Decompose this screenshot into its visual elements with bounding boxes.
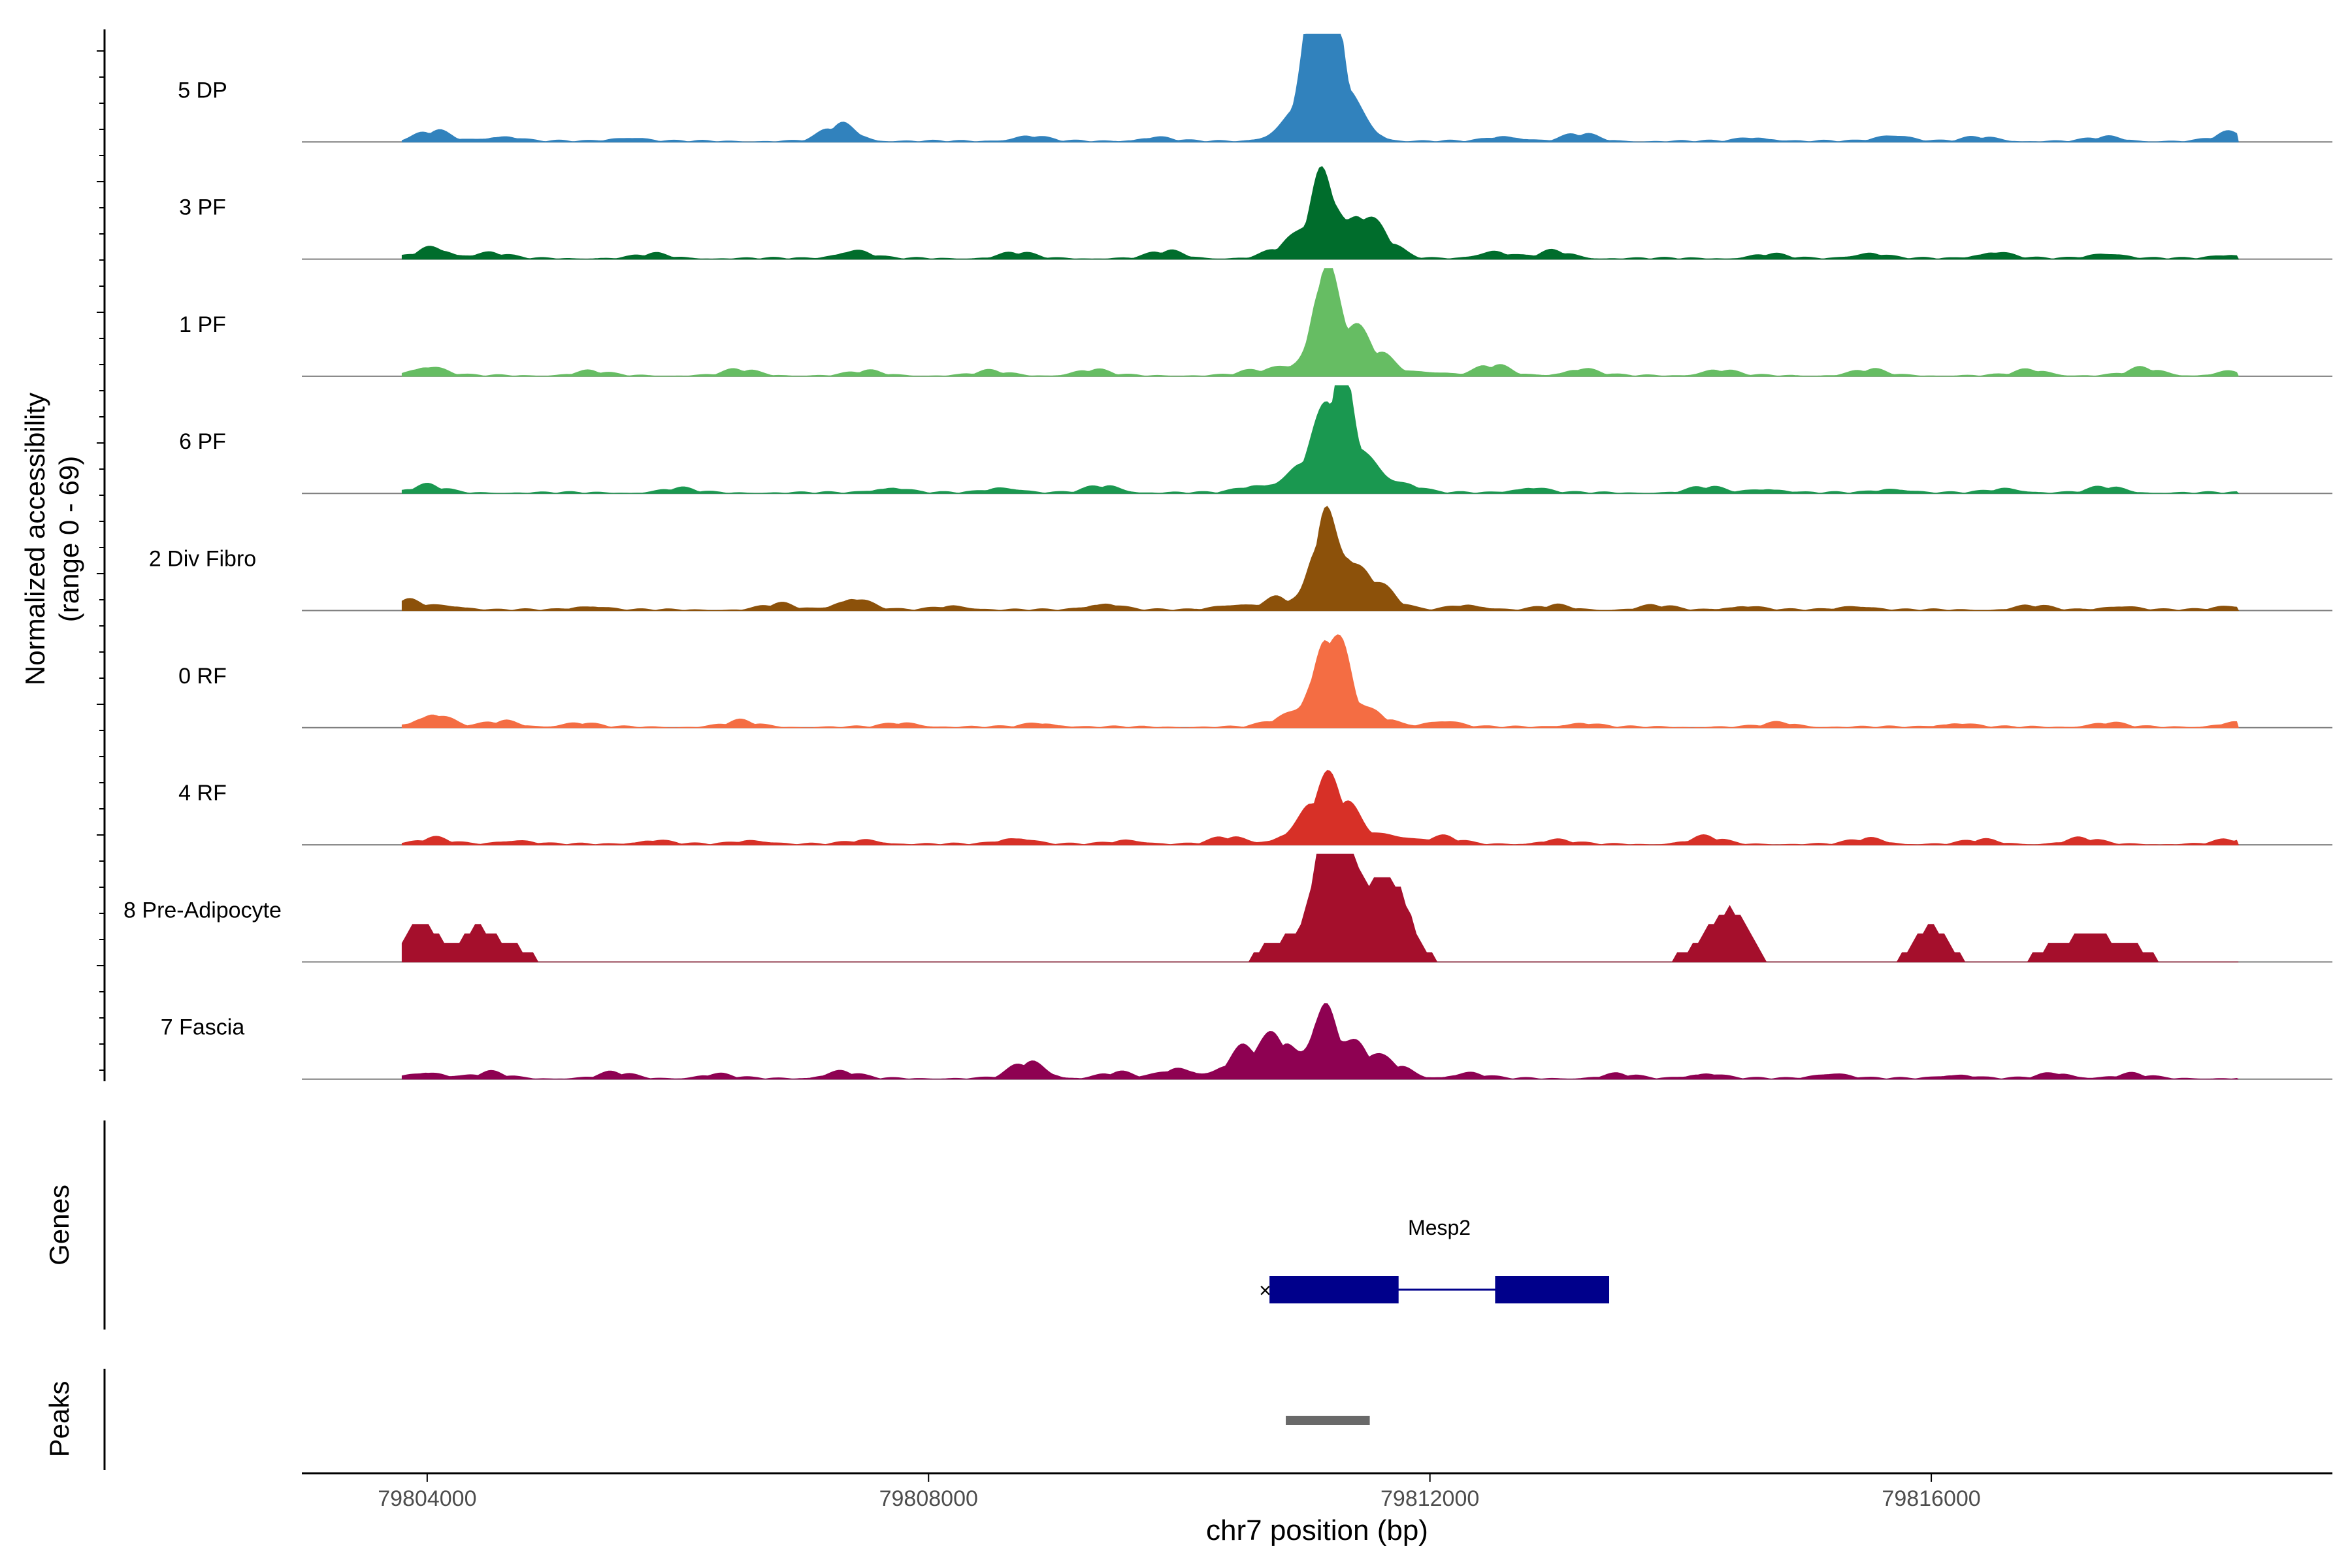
track-area [401, 1003, 2239, 1080]
x-tick-label: 79804000 [378, 1486, 476, 1511]
track-4: 2 Div Fibro [149, 506, 2332, 612]
track-area [401, 33, 2239, 142]
track-6: 4 RF [178, 770, 2332, 846]
track-label: 3 PF [179, 195, 226, 220]
track-1: 3 PF [179, 166, 2332, 260]
y-axis-title-line2: (range 0 - 69) [54, 456, 84, 622]
track-area [401, 166, 2240, 260]
track-area [401, 268, 2240, 377]
track-area [401, 853, 2239, 962]
track-label: 1 PF [179, 312, 226, 337]
x-axis-ticks: 79804000 79808000 79812000 79816000 [378, 1473, 1981, 1511]
track-label: 8 Pre-Adipocyte [123, 898, 282, 923]
track-label: 4 RF [178, 781, 227, 806]
track-8: 7 Fascia [161, 1003, 2332, 1080]
track-5: 0 RF [178, 634, 2332, 728]
gene-name: Mesp2 [1408, 1216, 1471, 1239]
track-area [401, 506, 2240, 612]
track-7: 8 Pre-Adipocyte [123, 853, 2332, 963]
track-2: 1 PF [179, 268, 2332, 377]
track-area [401, 385, 2240, 494]
track-label: 5 DP [178, 78, 227, 103]
track-label: 7 Fascia [161, 1015, 245, 1040]
tracks-group: 5 DP 3 PF 1 PF 6 PF 2 Div Fibro 0 RF 4 RF 8 Pre… [123, 33, 2332, 1080]
genes-label: Genes [44, 1184, 74, 1266]
peaks-label: Peaks [44, 1381, 74, 1458]
y-axis-ticks [97, 50, 105, 1071]
track-label: 2 Div Fibro [149, 547, 256, 572]
gene-model: × Mesp2 [1259, 1216, 1610, 1303]
peak-region [1286, 1416, 1370, 1425]
peak-regions [1286, 1416, 1370, 1425]
track-area [401, 634, 2239, 728]
y-axis-title-line1: Normalized accessibility [20, 393, 50, 685]
track-label: 0 RF [178, 664, 227, 689]
track-3: 6 PF [179, 385, 2332, 495]
x-tick-label: 79812000 [1380, 1486, 1479, 1511]
gene-exon [1269, 1276, 1399, 1303]
strand-marker: × [1259, 1279, 1271, 1302]
track-area [401, 770, 2239, 845]
track-0: 5 DP [178, 33, 2332, 143]
track-label: 6 PF [179, 429, 226, 454]
gene-exon [1495, 1276, 1610, 1303]
x-tick-label: 79808000 [879, 1486, 978, 1511]
x-tick-label: 79816000 [1882, 1486, 1980, 1511]
x-axis-title: chr7 position (bp) [1206, 1514, 1428, 1546]
